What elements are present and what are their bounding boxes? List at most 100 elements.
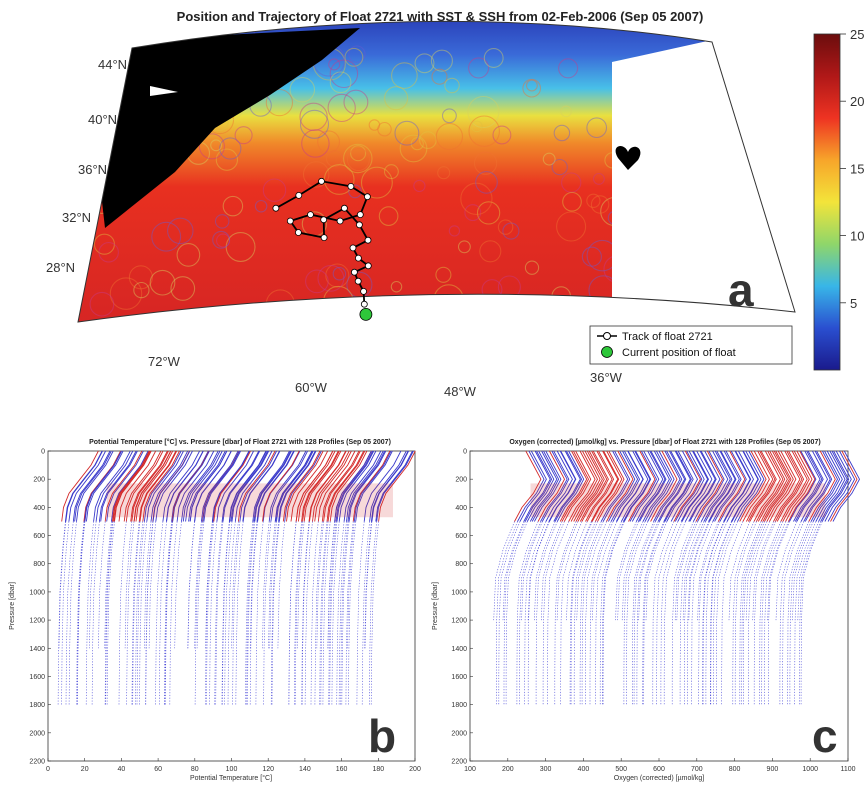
x-tick-label: 800 bbox=[729, 766, 741, 773]
panel-letter-a: a bbox=[728, 264, 754, 316]
profile-deep bbox=[214, 521, 223, 705]
profile-deep bbox=[65, 521, 74, 705]
profile-upper bbox=[631, 450, 660, 522]
ssh-eddy bbox=[468, 57, 490, 79]
profile-deep bbox=[194, 521, 202, 649]
ssh-eddy bbox=[329, 59, 359, 89]
track-point bbox=[364, 236, 372, 244]
ssh-eddy bbox=[128, 265, 153, 290]
profile-upper bbox=[815, 450, 843, 522]
profile-deep bbox=[341, 521, 350, 705]
profile-upper bbox=[138, 450, 177, 522]
y-tick-label: 200 bbox=[455, 477, 467, 484]
profile-deep bbox=[527, 521, 550, 705]
profile-deep bbox=[205, 521, 214, 705]
profile-deep bbox=[370, 521, 379, 705]
profile-upper bbox=[623, 450, 652, 522]
profile-upper bbox=[142, 450, 180, 522]
profile-upper bbox=[820, 450, 848, 522]
track-point bbox=[286, 217, 294, 225]
profile-upper bbox=[189, 450, 228, 522]
oxygen-panel: 100 200 300 400 500 600 700 800 900 1000 1100 0 200… bbox=[432, 449, 861, 782]
profile-deep bbox=[698, 521, 721, 705]
profile-deep bbox=[316, 521, 324, 649]
profile-upper bbox=[106, 450, 144, 522]
lon-label-60: 60°W bbox=[295, 380, 328, 395]
profile-upper bbox=[709, 450, 737, 522]
profile-deep bbox=[496, 521, 518, 705]
profile-upper bbox=[695, 450, 724, 522]
y-tick-label: 800 bbox=[33, 561, 45, 568]
ssh-eddy bbox=[301, 129, 330, 158]
profile-upper bbox=[355, 450, 393, 522]
map-field bbox=[78, 21, 795, 322]
profile-upper bbox=[756, 450, 784, 522]
profile-upper bbox=[202, 450, 240, 522]
profile-deep bbox=[800, 521, 823, 705]
profile-upper bbox=[529, 450, 558, 522]
map-title: Position and Trajectory of Float 2721 wi… bbox=[177, 9, 704, 24]
ssh-eddy bbox=[457, 240, 471, 254]
profile-deep bbox=[745, 521, 768, 621]
profile-upper bbox=[230, 450, 269, 522]
profile-deep bbox=[710, 521, 733, 705]
profile-upper bbox=[343, 450, 382, 522]
profile-deep bbox=[320, 521, 329, 705]
y-tick-label: 1200 bbox=[451, 618, 467, 625]
profile-upper bbox=[278, 450, 317, 522]
x-tick-label: 180 bbox=[372, 766, 384, 773]
profile-upper bbox=[573, 450, 601, 522]
ssh-eddy bbox=[475, 171, 498, 194]
ssh-eddy bbox=[215, 148, 239, 171]
ssh-eddy bbox=[560, 105, 572, 118]
profile-deep bbox=[270, 521, 279, 705]
profile-upper bbox=[252, 450, 290, 522]
track-point bbox=[364, 262, 372, 270]
profile-upper bbox=[653, 450, 681, 522]
profile-deep bbox=[206, 521, 215, 705]
ssh-eddy bbox=[476, 201, 501, 225]
profile-upper bbox=[581, 450, 609, 522]
ssh-eddy bbox=[299, 102, 328, 131]
profile-upper bbox=[680, 450, 709, 522]
profile-upper bbox=[133, 450, 172, 522]
x-tick-label: 100 bbox=[464, 766, 476, 773]
profile-upper bbox=[152, 450, 191, 522]
profile-upper bbox=[181, 450, 219, 522]
profile-deep bbox=[739, 521, 762, 705]
ssh-eddy bbox=[344, 47, 364, 67]
profile-upper bbox=[303, 450, 342, 522]
profile-upper bbox=[762, 450, 790, 522]
profile-deep bbox=[623, 521, 646, 705]
profile-upper bbox=[553, 450, 581, 522]
profile-deep bbox=[187, 521, 195, 649]
ssh-eddy bbox=[431, 68, 448, 85]
profile-upper bbox=[237, 450, 276, 522]
profile-upper bbox=[723, 450, 752, 522]
ssh-eddy bbox=[410, 137, 424, 151]
profile-upper bbox=[171, 450, 209, 522]
y-tick-label: 2000 bbox=[29, 730, 45, 737]
track-point bbox=[294, 229, 302, 236]
profile-upper bbox=[742, 450, 770, 522]
ssh-eddy bbox=[473, 151, 498, 175]
ssh-eddy bbox=[553, 124, 571, 142]
profile-deep bbox=[249, 521, 258, 649]
profile-upper bbox=[239, 450, 277, 522]
profile-upper bbox=[737, 450, 765, 522]
profile-upper bbox=[139, 450, 178, 522]
x-tick-label: 1100 bbox=[840, 766, 855, 773]
colorbar-tick-label: 20 bbox=[850, 94, 864, 109]
ssh-eddy bbox=[460, 182, 493, 215]
profile-deep bbox=[581, 521, 604, 705]
x-tick-label: 900 bbox=[767, 766, 779, 773]
profile-deep bbox=[89, 521, 97, 649]
profile-upper bbox=[719, 450, 747, 522]
profile-upper bbox=[769, 450, 797, 522]
profile-deep bbox=[331, 521, 340, 705]
profile-upper bbox=[76, 450, 114, 522]
ssh-eddy bbox=[556, 211, 587, 242]
profile-upper bbox=[629, 450, 658, 522]
profile-upper bbox=[789, 450, 817, 522]
